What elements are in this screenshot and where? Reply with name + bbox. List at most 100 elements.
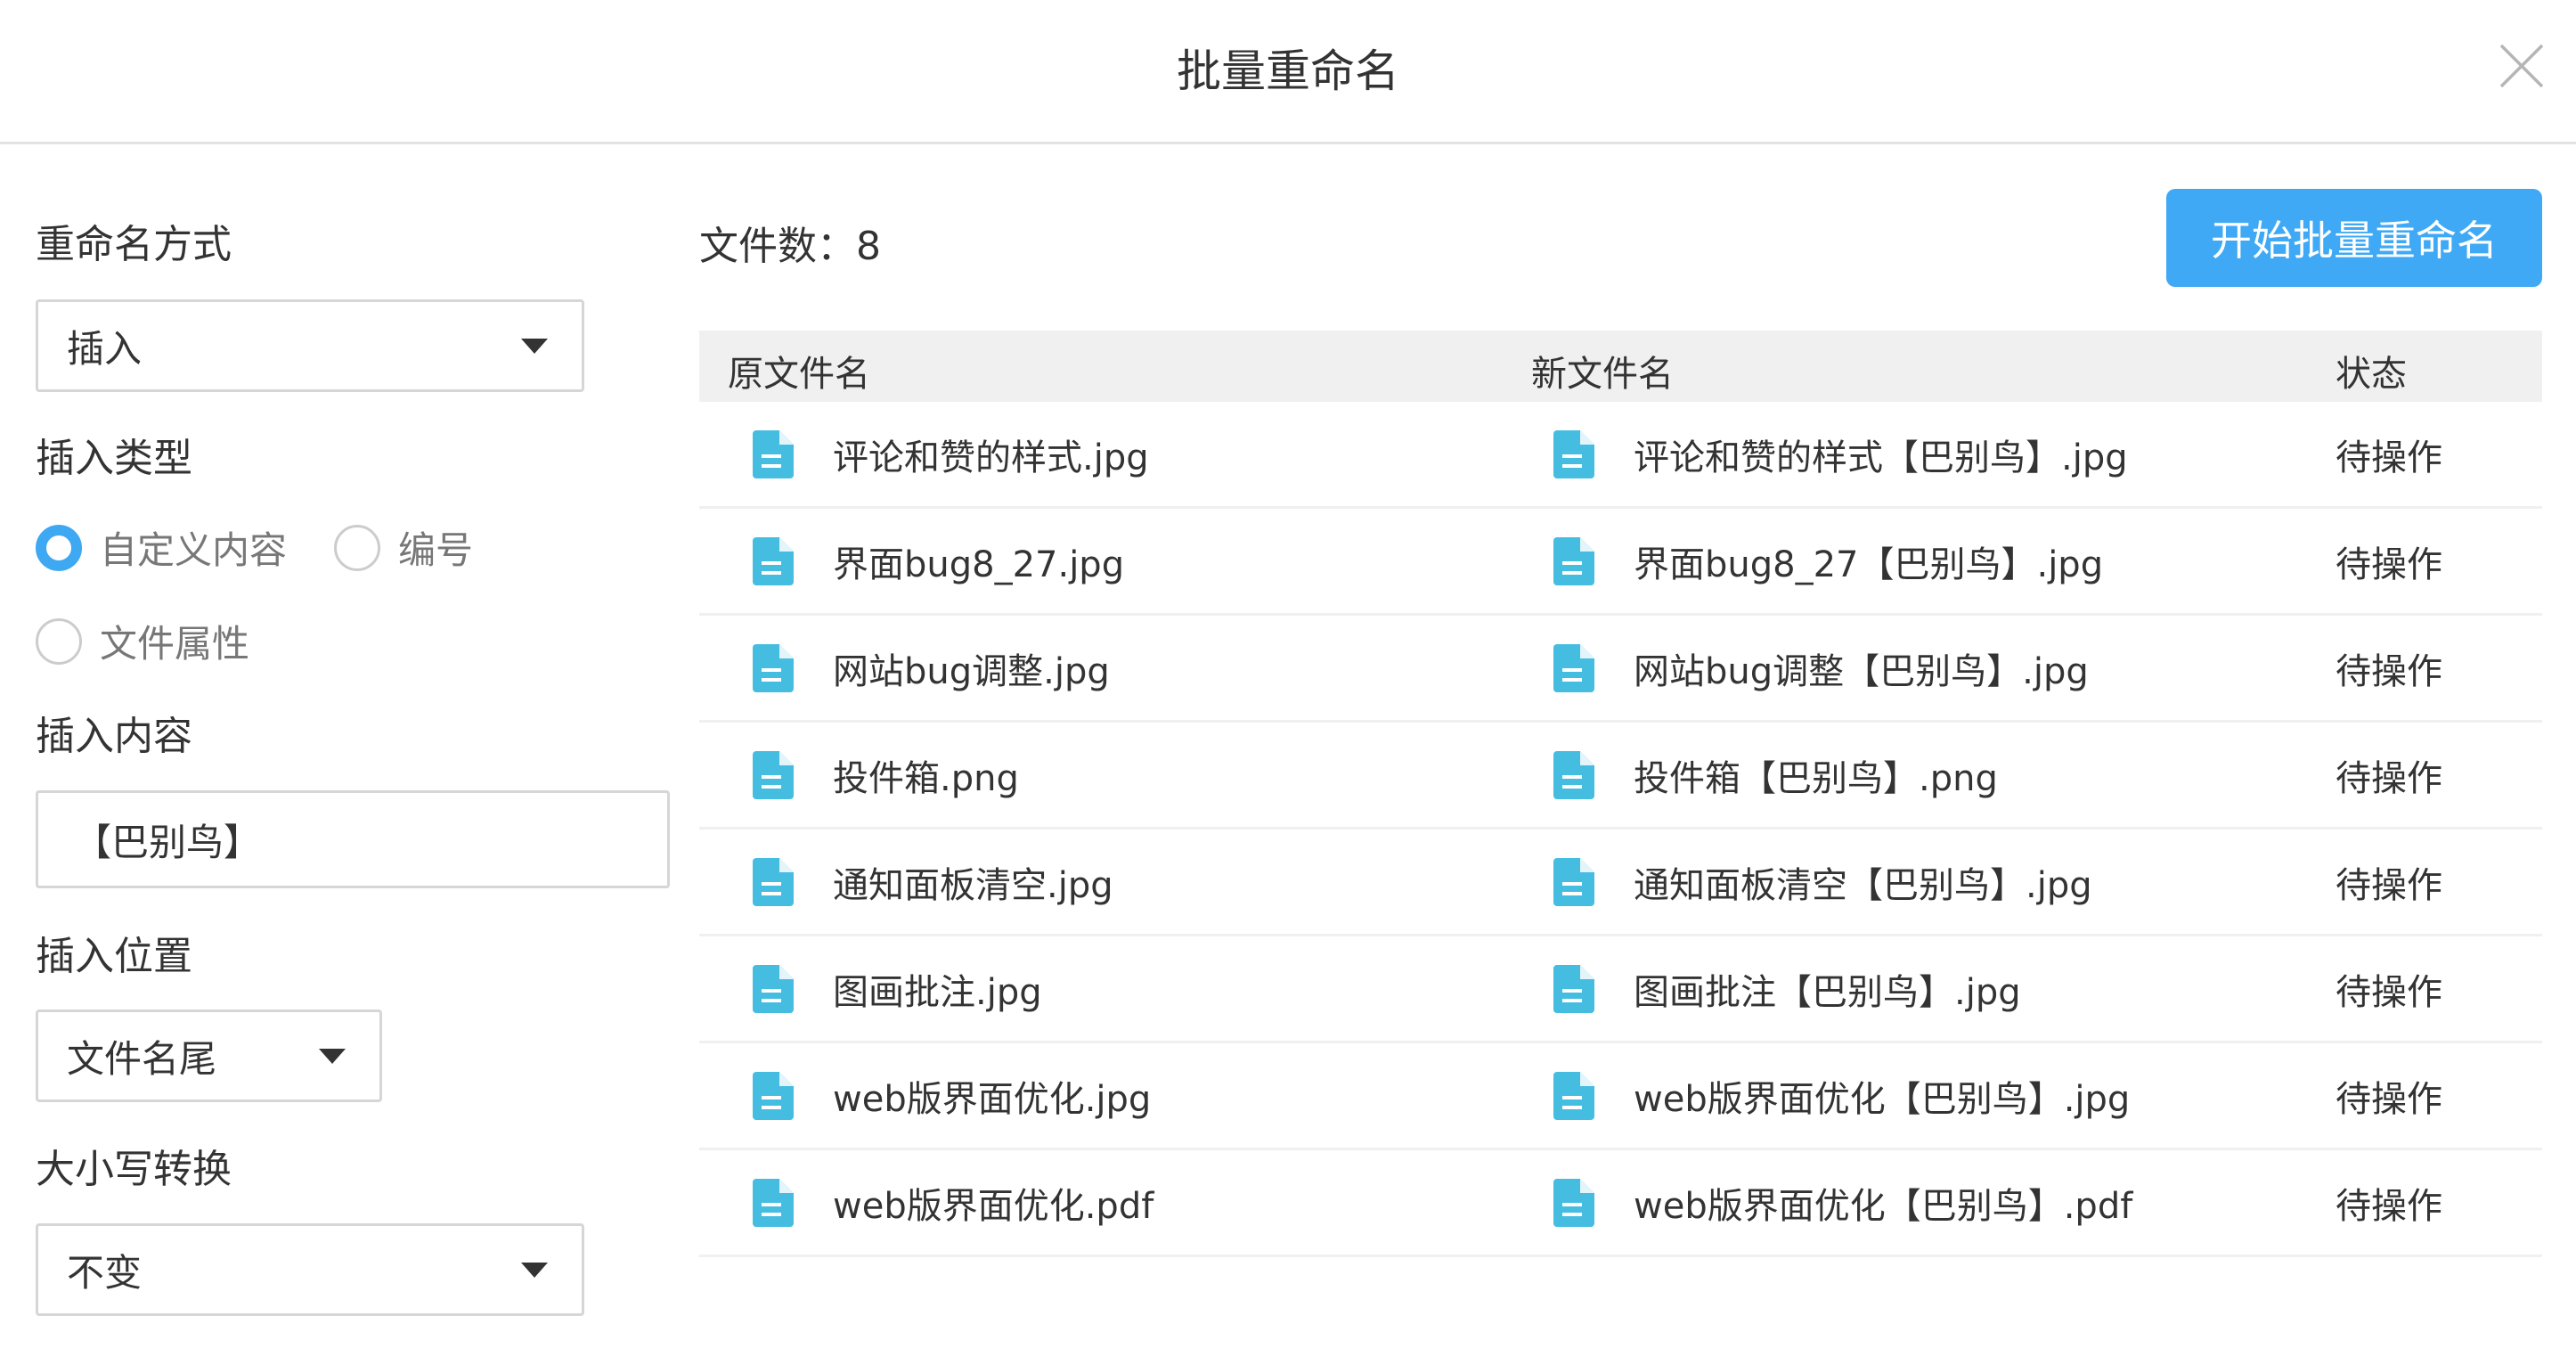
new-name: web版界面优化【巴别鸟】.jpg xyxy=(1634,1078,2131,1120)
original-name-cell: web版界面优化.jpg xyxy=(753,1043,1151,1148)
new-name: web版界面优化【巴别鸟】.pdf xyxy=(1634,1185,2133,1227)
case-conversion-select[interactable]: 不变 xyxy=(36,1223,584,1316)
radio-label: 文件属性 xyxy=(100,622,250,666)
column-original-name: 原文件名 xyxy=(728,354,870,395)
insert-content-label: 插入内容 xyxy=(36,714,192,759)
case-conversion-label: 大小写转换 xyxy=(36,1147,232,1192)
original-name-cell: 界面bug8_27.jpg xyxy=(753,509,1124,613)
radio-label: 自定义内容 xyxy=(100,528,288,572)
original-name-cell: web版界面优化.pdf xyxy=(753,1150,1153,1255)
status-cell: 待操作 xyxy=(2336,723,2442,827)
radio-file-attribute[interactable]: 文件属性 xyxy=(36,614,249,668)
rename-mode-select[interactable]: 插入 xyxy=(36,299,584,392)
new-name: 通知面板清空【巴别鸟】.jpg xyxy=(1634,864,2092,906)
table-row[interactable]: 投件箱.png 投件箱【巴别鸟】.png 待操作 xyxy=(699,723,2542,830)
file-document-icon xyxy=(753,536,794,585)
original-name-cell: 投件箱.png xyxy=(753,723,1019,827)
file-document-icon xyxy=(1553,964,1594,1013)
caret-down-icon xyxy=(319,1049,346,1064)
status-text: 待操作 xyxy=(2336,437,2442,478)
original-name: 通知面板清空.jpg xyxy=(833,864,1113,906)
table-row[interactable]: 网站bug调整.jpg 网站bug调整【巴别鸟】.jpg 待操作 xyxy=(699,616,2542,723)
table-row[interactable]: 界面bug8_27.jpg 界面bug8_27【巴别鸟】.jpg 待操作 xyxy=(699,509,2542,616)
start-batch-rename-button[interactable]: 开始批量重命名 xyxy=(2166,189,2542,287)
close-icon[interactable] xyxy=(2499,43,2545,89)
insert-type-label: 插入类型 xyxy=(36,436,192,481)
insert-content-input[interactable]: 【巴别鸟】 xyxy=(36,790,670,888)
new-name-cell: web版界面优化【巴别鸟】.jpg xyxy=(1553,1043,2130,1148)
radio-custom-content[interactable]: 自定义内容 xyxy=(36,520,287,575)
status-text: 待操作 xyxy=(2336,1078,2442,1120)
original-name: web版界面优化.pdf xyxy=(833,1185,1154,1227)
new-name: 界面bug8_27【巴别鸟】.jpg xyxy=(1634,544,2104,585)
file-count: 文件数：8 xyxy=(699,224,881,269)
new-name-cell: 界面bug8_27【巴别鸟】.jpg xyxy=(1553,509,2103,613)
rename-mode-value: 插入 xyxy=(67,326,143,371)
original-name: 评论和赞的样式.jpg xyxy=(833,437,1149,478)
file-document-icon xyxy=(753,429,794,478)
table-row[interactable]: web版界面优化.jpg web版界面优化【巴别鸟】.jpg 待操作 xyxy=(699,1043,2542,1150)
status-text: 待操作 xyxy=(2336,1185,2442,1227)
new-name-cell: 图画批注【巴别鸟】.jpg xyxy=(1553,936,2021,1041)
status-text: 待操作 xyxy=(2336,864,2442,906)
file-document-icon xyxy=(1553,643,1594,692)
radio-checked-icon xyxy=(36,524,82,571)
new-name-cell: 投件箱【巴别鸟】.png xyxy=(1553,723,1998,827)
file-document-icon xyxy=(753,1178,794,1227)
original-name-cell: 评论和赞的样式.jpg xyxy=(753,402,1149,506)
file-document-icon xyxy=(753,857,794,906)
status-cell: 待操作 xyxy=(2336,830,2442,934)
original-name: 界面bug8_27.jpg xyxy=(833,544,1125,585)
file-document-icon xyxy=(753,964,794,1013)
status-cell: 待操作 xyxy=(2336,616,2442,720)
caret-down-icon xyxy=(521,1263,548,1278)
table-header: 原文件名 新文件名 状态 xyxy=(699,331,2542,402)
new-name-cell: 通知面板清空【巴别鸟】.jpg xyxy=(1553,830,2092,934)
table-row[interactable]: 通知面板清空.jpg 通知面板清空【巴别鸟】.jpg 待操作 xyxy=(699,830,2542,936)
insert-position-label: 插入位置 xyxy=(36,934,192,979)
new-name-cell: web版界面优化【巴别鸟】.pdf xyxy=(1553,1150,2132,1255)
status-cell: 待操作 xyxy=(2336,1150,2442,1255)
column-new-name: 新文件名 xyxy=(1531,354,1674,395)
column-status: 状态 xyxy=(2336,354,2407,395)
status-text: 待操作 xyxy=(2336,544,2442,585)
header-divider xyxy=(0,142,2576,144)
file-document-icon xyxy=(1553,1071,1594,1120)
original-name: 网站bug调整.jpg xyxy=(833,650,1110,692)
radio-label: 编号 xyxy=(398,528,474,572)
table-row[interactable]: web版界面优化.pdf web版界面优化【巴别鸟】.pdf 待操作 xyxy=(699,1150,2542,1257)
original-name-cell: 图画批注.jpg xyxy=(753,936,1042,1041)
case-conversion-value: 不变 xyxy=(67,1250,143,1295)
radio-numbering[interactable]: 编号 xyxy=(334,520,473,575)
new-name: 评论和赞的样式【巴别鸟】.jpg xyxy=(1634,437,2128,478)
new-name: 图画批注【巴别鸟】.jpg xyxy=(1634,971,2021,1013)
file-document-icon xyxy=(753,643,794,692)
file-document-icon xyxy=(1553,1178,1594,1227)
file-document-icon xyxy=(1553,429,1594,478)
status-cell: 待操作 xyxy=(2336,1043,2442,1148)
file-document-icon xyxy=(1553,750,1594,799)
original-name: web版界面优化.jpg xyxy=(833,1078,1152,1120)
new-name: 投件箱【巴别鸟】.png xyxy=(1634,757,1998,799)
radio-unchecked-icon xyxy=(36,617,82,665)
original-name-cell: 网站bug调整.jpg xyxy=(753,616,1110,720)
file-document-icon xyxy=(1553,536,1594,585)
status-text: 待操作 xyxy=(2336,757,2442,799)
status-text: 待操作 xyxy=(2336,971,2442,1013)
status-text: 待操作 xyxy=(2336,650,2442,692)
status-cell: 待操作 xyxy=(2336,936,2442,1041)
rename-mode-label: 重命名方式 xyxy=(36,222,232,267)
table-row[interactable]: 图画批注.jpg 图画批注【巴别鸟】.jpg 待操作 xyxy=(699,936,2542,1043)
new-name-cell: 评论和赞的样式【巴别鸟】.jpg xyxy=(1553,402,2128,506)
status-cell: 待操作 xyxy=(2336,509,2442,613)
table-row[interactable]: 评论和赞的样式.jpg 评论和赞的样式【巴别鸟】.jpg 待操作 xyxy=(699,402,2542,509)
insert-position-select[interactable]: 文件名尾 xyxy=(36,1009,382,1102)
caret-down-icon xyxy=(521,339,548,354)
new-name-cell: 网站bug调整【巴别鸟】.jpg xyxy=(1553,616,2089,720)
dialog-title: 批量重命名 xyxy=(1177,45,1399,97)
radio-unchecked-icon xyxy=(334,524,380,571)
original-name-cell: 通知面板清空.jpg xyxy=(753,830,1113,934)
original-name: 图画批注.jpg xyxy=(833,971,1042,1013)
insert-position-value: 文件名尾 xyxy=(67,1036,217,1081)
new-name: 网站bug调整【巴别鸟】.jpg xyxy=(1634,650,2089,692)
